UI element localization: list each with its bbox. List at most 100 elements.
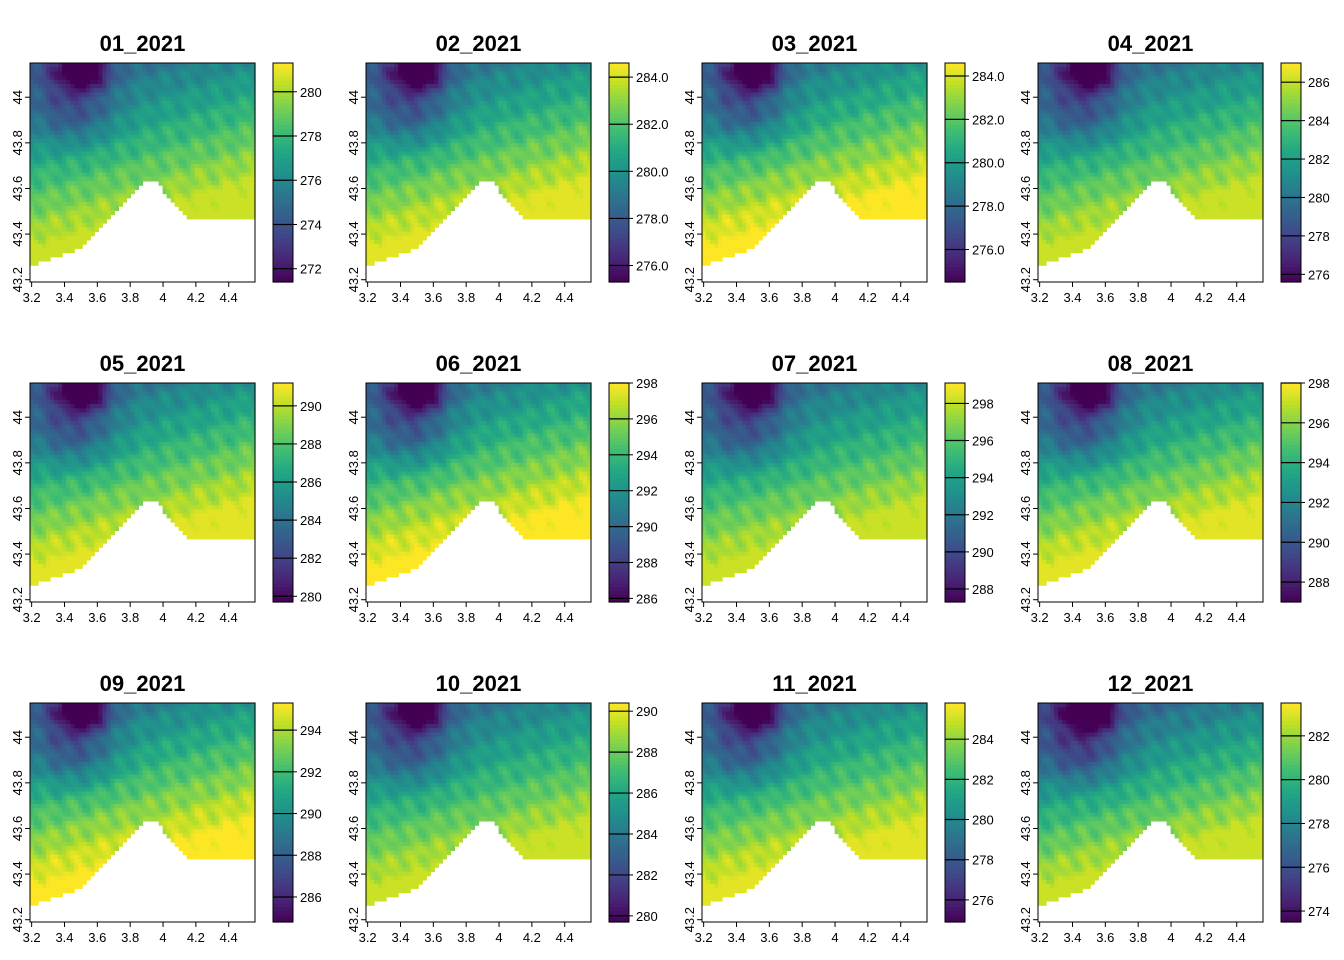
raster-cell: [559, 173, 564, 178]
raster-cell: [422, 202, 427, 207]
legend-swatch: [609, 100, 629, 104]
raster-cell: [430, 126, 435, 131]
raster-cell: [118, 143, 123, 148]
raster-cell: [58, 139, 63, 144]
raster-cell: [810, 101, 815, 106]
raster-cell: [499, 105, 504, 110]
legend-swatch: [273, 129, 293, 133]
raster-cell: [203, 84, 208, 89]
raster-cell: [410, 135, 415, 140]
raster-cell: [418, 143, 423, 148]
raster-cell: [86, 118, 91, 123]
raster-cell: [175, 92, 180, 97]
raster-cell: [702, 92, 707, 97]
raster-cell: [466, 168, 471, 173]
raster-cell: [114, 67, 119, 72]
raster-cell: [94, 215, 99, 220]
raster-cell: [386, 244, 391, 249]
raster-cell: [134, 181, 139, 186]
raster-cell: [50, 156, 55, 161]
raster-cell: [430, 219, 435, 224]
raster-cell: [211, 135, 216, 140]
legend-swatch: [609, 132, 629, 136]
raster-cell: [539, 88, 544, 93]
raster-cell: [410, 80, 415, 85]
raster-cell: [110, 126, 115, 131]
raster-cell: [106, 194, 111, 199]
raster-cell: [106, 97, 111, 102]
raster-cell: [410, 92, 415, 97]
raster-cell: [823, 71, 828, 76]
raster-cell: [374, 147, 379, 152]
raster-cell: [126, 173, 131, 178]
x-tick-label: 3.6: [424, 290, 442, 305]
raster-cell: [62, 240, 67, 245]
raster-cell: [551, 126, 556, 131]
raster-cell: [134, 130, 139, 135]
raster-cell: [34, 114, 39, 119]
raster-cell: [38, 156, 43, 161]
raster-cell: [567, 105, 572, 110]
raster-cell: [90, 168, 95, 173]
raster-cell: [167, 143, 172, 148]
raster-cell: [42, 164, 47, 169]
raster-cell: [770, 97, 775, 102]
raster-cell: [454, 194, 459, 199]
raster-cell: [374, 130, 379, 135]
raster-cell: [483, 139, 488, 144]
raster-cell: [394, 105, 399, 110]
raster-cell: [446, 84, 451, 89]
raster-cell: [98, 177, 103, 182]
raster-cell: [555, 109, 560, 114]
raster-cell: [794, 88, 799, 93]
raster-cell: [243, 143, 248, 148]
raster-cell: [519, 71, 524, 76]
raster-cell: [450, 118, 455, 123]
raster-cell: [106, 160, 111, 165]
raster-cell: [370, 160, 375, 165]
raster-cell: [430, 114, 435, 119]
raster-cell: [38, 223, 43, 228]
raster-cell: [527, 168, 532, 173]
raster-cell: [571, 92, 576, 97]
raster-cell: [179, 84, 184, 89]
raster-cell: [378, 143, 383, 148]
raster-cell: [555, 147, 560, 152]
raster-cell: [786, 71, 791, 76]
raster-cell: [203, 135, 208, 140]
raster-cell: [239, 189, 244, 194]
raster-cell: [235, 122, 240, 127]
raster-cell: [499, 109, 504, 114]
raster-cell: [742, 67, 747, 72]
raster-cell: [114, 189, 119, 194]
raster-cell: [243, 156, 248, 161]
raster-cell: [78, 101, 83, 106]
raster-cell: [571, 173, 576, 178]
raster-cell: [110, 168, 115, 173]
raster-cell: [215, 164, 220, 169]
raster-cell: [515, 147, 520, 152]
raster-cell: [575, 88, 580, 93]
raster-cell: [74, 147, 79, 152]
raster-cell: [762, 71, 767, 76]
raster-cell: [402, 227, 407, 232]
raster-cell: [706, 76, 711, 81]
raster-cell: [147, 168, 152, 173]
raster-cell: [539, 173, 544, 178]
raster-cell: [414, 97, 419, 102]
raster-cell: [378, 67, 383, 72]
raster-cell: [786, 76, 791, 81]
raster-cell: [90, 139, 95, 144]
raster-cell: [223, 101, 228, 106]
raster-cell: [191, 202, 196, 207]
raster-cell: [911, 88, 916, 93]
raster-cell: [535, 130, 540, 135]
raster-cell: [547, 147, 552, 152]
raster-cell: [110, 143, 115, 148]
raster-cell: [907, 76, 912, 81]
raster-cell: [734, 101, 739, 106]
raster-cell: [34, 76, 39, 81]
raster-cell: [207, 67, 212, 72]
raster-cell: [74, 139, 79, 144]
raster-cell: [143, 168, 148, 173]
